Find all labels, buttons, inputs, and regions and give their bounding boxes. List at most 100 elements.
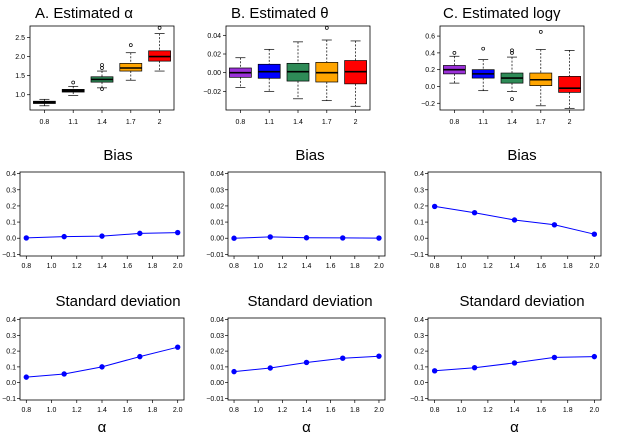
x-tick-label: 1.6: [122, 263, 132, 270]
x-tick-label: 1.4: [97, 407, 107, 414]
y-tick-label: 0.02: [210, 349, 224, 356]
x-tick-label: 1.7: [536, 119, 546, 126]
y-tick-label: 0.3: [414, 187, 424, 194]
y-tick-label: 0.03: [210, 187, 224, 194]
y-tick-label: 0.4: [414, 171, 424, 178]
panel-title: Standard deviation: [459, 293, 584, 310]
plot-frame: [19, 317, 185, 401]
x-tick-label: 0.8: [229, 407, 239, 414]
y-tick-label: 0.2: [414, 203, 424, 210]
x-tick-label: 2.0: [589, 263, 599, 270]
y-tick-label: 2.0: [15, 54, 25, 61]
data-point: [231, 368, 237, 375]
y-tick-label: 1.5: [15, 73, 25, 80]
panel-title: B. Estimated θ: [231, 5, 329, 22]
y-tick-label: 0.04: [210, 317, 224, 324]
outlier-point: [100, 66, 104, 70]
outlier-point: [128, 43, 133, 47]
y-tick-label: −0.2: [421, 101, 435, 108]
data-point: [23, 374, 30, 380]
outlier-point: [510, 48, 514, 53]
x-tick-label: 2.0: [173, 263, 183, 270]
x-tick-label: 1.2: [72, 263, 82, 270]
x-tick-label: 1.4: [510, 407, 520, 414]
y-tick-label: 0.4: [414, 317, 424, 324]
panel-box-loggamma: C. Estimated logγ −0.2 0.0 0.2 0.4 0.6 0.8 1.1 1…: [421, 5, 585, 126]
y-tick-label: 0.1: [414, 364, 424, 371]
plot-frame: [19, 171, 185, 257]
outlier-point: [100, 87, 104, 91]
panel-title: C. Estimated logγ: [443, 5, 561, 22]
y-tick-label: 0.04: [207, 33, 221, 40]
y-tick-label: 0.3: [6, 187, 16, 194]
data-point: [340, 235, 346, 241]
data-point: [591, 231, 598, 237]
data-point: [267, 365, 273, 371]
x-tick-label: 1.4: [507, 119, 517, 126]
y-tick-label: 0.00: [210, 380, 224, 387]
x-tick-label: 1.2: [277, 407, 287, 414]
y-tick-label: −0.1: [410, 396, 424, 403]
data-point: [303, 359, 310, 366]
panel-sd-loggamma: Standard deviation −0.1 0.0 0.1 0.2 0.3 0.4 0.8…: [410, 293, 602, 435]
panel-box-alpha: A. Estimated α 1.0 1.5 2.0 2.5 0.8 1.1 1.4 1.7 2: [15, 5, 175, 126]
x-tick-label: 1.6: [122, 407, 132, 414]
x-tick-label: 2: [158, 119, 162, 126]
x-tick-label: 1.1: [478, 119, 488, 126]
y-tick-label: 0.01: [210, 220, 224, 227]
x-tick-label: 0.8: [430, 407, 440, 414]
y-tick-label: 0.03: [210, 333, 224, 340]
y-tick-label: 0.0: [6, 380, 16, 387]
data-point: [137, 230, 143, 237]
y-tick-label: 2.5: [15, 35, 25, 42]
x-tick-label: 1.0: [253, 263, 263, 270]
x-tick-label: 1.8: [563, 263, 573, 270]
x-tick-label: 1.8: [148, 263, 158, 270]
data-point: [340, 355, 346, 361]
x-tick-label: 1.4: [293, 119, 303, 126]
x-tick-label: 1.6: [326, 263, 336, 270]
y-tick-label: 0.3: [6, 333, 16, 340]
x-tick-label: 2.0: [374, 263, 384, 270]
box-2: [558, 76, 581, 93]
data-point: [174, 344, 181, 350]
y-tick-label: −0.1: [2, 396, 16, 403]
x-axis-label: α: [302, 419, 311, 435]
panel-sd-theta: Standard deviation −0.01 0.00 0.01 0.02 0.03 0…: [206, 293, 386, 435]
x-tick-label: 2.0: [589, 407, 599, 414]
data-point: [61, 371, 67, 377]
data-point: [231, 235, 237, 241]
y-tick-label: 0.02: [207, 52, 221, 59]
x-tick-label: 1.8: [148, 407, 158, 414]
x-tick-label: 1.0: [47, 407, 57, 414]
x-tick-label: 0.8: [40, 119, 50, 126]
panel-title: Bias: [507, 147, 536, 164]
x-tick-label: 0.8: [450, 119, 460, 126]
data-point: [471, 210, 478, 216]
panel-title: Bias: [103, 147, 132, 164]
data-point: [471, 364, 478, 371]
x-tick-label: 1.6: [326, 407, 336, 414]
y-tick-label: −0.01: [206, 252, 224, 259]
x-tick-label: 1.4: [97, 119, 107, 126]
x-tick-label: 1.6: [536, 407, 546, 414]
data-point: [431, 203, 438, 210]
y-tick-label: 0.01: [210, 364, 224, 371]
y-tick-label: 0.04: [210, 171, 224, 178]
data-point: [376, 235, 382, 241]
x-tick-label: 1.8: [350, 407, 360, 414]
y-tick-label: −0.1: [410, 252, 424, 259]
y-tick-label: 0.0: [425, 84, 435, 91]
y-tick-label: 0.0: [6, 236, 16, 243]
data-point: [511, 360, 518, 366]
y-tick-label: −0.1: [2, 252, 16, 259]
x-tick-label: 1.2: [277, 263, 287, 270]
plot-frame: [29, 25, 175, 111]
x-tick-label: 2: [354, 119, 358, 126]
x-tick-label: 2: [568, 119, 572, 126]
panel-bias-loggamma: Bias −0.1 0.0 0.1 0.2 0.3 0.4 0.8 1.0 1.2 1.4 1.6 1.…: [410, 147, 602, 270]
series-line: [26, 346, 178, 378]
panel-title: Standard deviation: [247, 293, 372, 310]
y-tick-label: 0.4: [425, 50, 435, 57]
x-tick-label: 0.8: [21, 263, 31, 270]
